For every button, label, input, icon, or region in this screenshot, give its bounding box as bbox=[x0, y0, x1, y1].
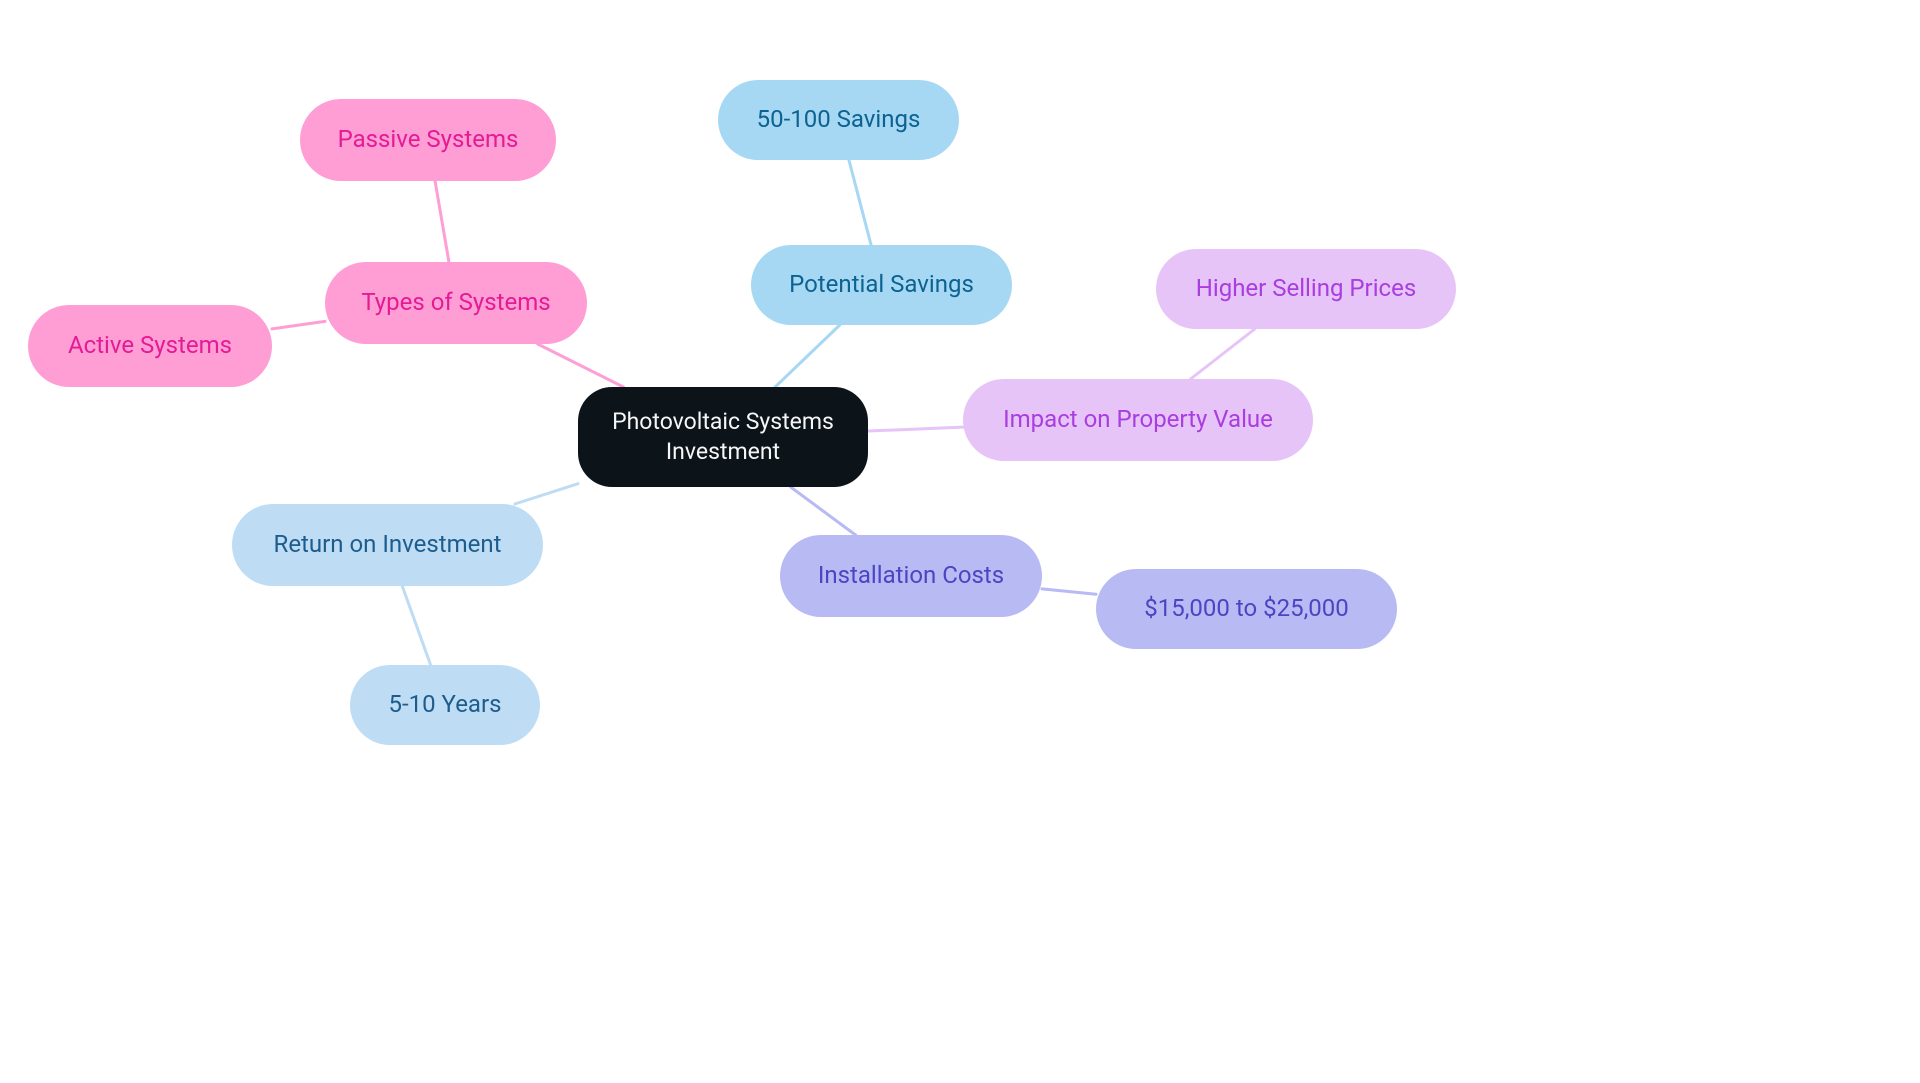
node-center: Photovoltaic Systems Investment bbox=[578, 387, 868, 487]
edge-center-install bbox=[791, 487, 856, 535]
node-types: Types of Systems bbox=[325, 262, 587, 344]
edge-roi-roi_val bbox=[402, 586, 430, 665]
node-active: Active Systems bbox=[28, 305, 272, 387]
node-savings: Potential Savings bbox=[751, 245, 1012, 325]
mindmap-canvas: Photovoltaic Systems Investment Types of … bbox=[0, 0, 1920, 1083]
node-install: Installation Costs bbox=[780, 535, 1042, 617]
node-install_val: $15,000 to $25,000 bbox=[1096, 569, 1397, 649]
edge-center-roi bbox=[515, 484, 578, 504]
edge-savings-savings_val bbox=[849, 160, 871, 245]
edge-types-active bbox=[272, 321, 325, 328]
node-passive: Passive Systems bbox=[300, 99, 556, 181]
edge-center-types bbox=[538, 344, 624, 387]
node-roi_val: 5-10 Years bbox=[350, 665, 540, 745]
node-selling: Higher Selling Prices bbox=[1156, 249, 1456, 329]
node-impact: Impact on Property Value bbox=[963, 379, 1313, 461]
edge-center-savings bbox=[775, 325, 840, 387]
node-roi: Return on Investment bbox=[232, 504, 543, 586]
node-savings_val: 50-100 Savings bbox=[718, 80, 959, 160]
edge-center-impact bbox=[868, 427, 963, 431]
edge-install-install_val bbox=[1042, 589, 1096, 594]
edge-impact-selling bbox=[1191, 329, 1255, 379]
edge-types-passive bbox=[435, 181, 449, 262]
